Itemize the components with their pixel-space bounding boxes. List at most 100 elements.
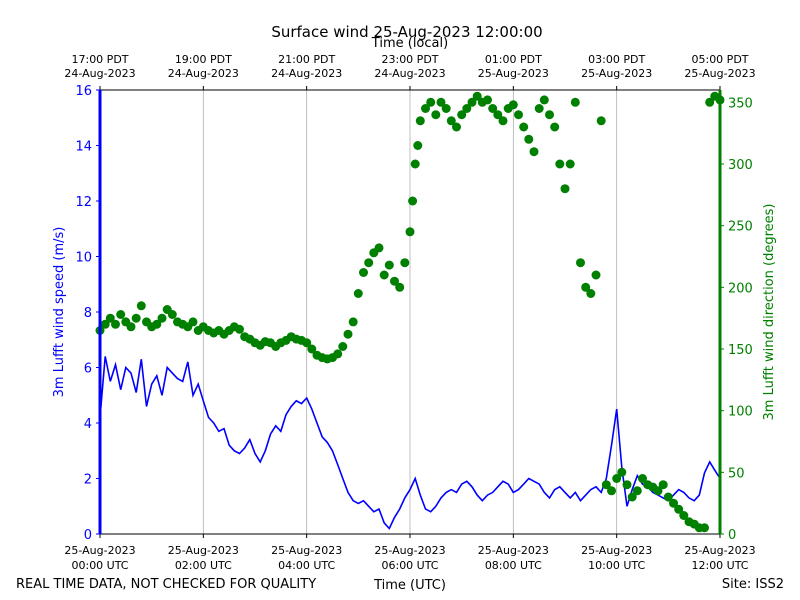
wind-direction-point <box>457 110 467 120</box>
top-tick-label: 24-Aug-2023 <box>374 67 445 80</box>
wind-direction-point <box>467 97 477 107</box>
top-tick-label: 24-Aug-2023 <box>64 67 135 80</box>
right-axis-label: 3m Lufft wind direction (degrees) <box>762 204 777 421</box>
wind-direction-point <box>627 492 637 502</box>
wind-direction-point <box>235 324 244 334</box>
bottom-tick-label: 25-Aug-2023 <box>64 544 135 557</box>
wind-direction-point <box>338 342 348 351</box>
top-tick-label: 23:00 PDT <box>381 53 438 66</box>
wind-direction-point <box>384 260 394 270</box>
chart-title: Surface wind 25-Aug-2023 12:00:00 <box>271 23 542 41</box>
left-tick-label: 12 <box>75 195 92 210</box>
wind-direction-point <box>663 492 673 502</box>
bottom-tick-label: 25-Aug-2023 <box>684 544 755 557</box>
wind-direction-point <box>570 97 580 107</box>
wind-direction-point <box>519 122 529 132</box>
left-axis-label: 3m Lufft wind speed (m/s) <box>52 227 67 398</box>
wind-direction-point <box>581 282 591 292</box>
wind-speed-line <box>99 356 721 530</box>
top-tick-label: 01:00 PDT <box>485 53 542 66</box>
wind-direction-point <box>364 258 374 268</box>
wind-direction-point <box>405 227 415 237</box>
wind-direction-point <box>550 122 560 132</box>
wind-direction-point <box>157 313 167 323</box>
wind-direction-point <box>390 276 399 286</box>
wind-direction-point <box>167 310 177 319</box>
left-tick-label: 6 <box>84 362 92 377</box>
wind-direction-point <box>116 310 126 319</box>
wind-direction-point <box>674 504 684 514</box>
wind-direction-point <box>632 486 642 496</box>
wind-direction-point <box>498 116 508 126</box>
bottom-tick-label: 25-Aug-2023 <box>581 544 652 557</box>
wind-direction-point <box>374 243 384 253</box>
top-tick-label: 03:00 PDT <box>588 53 645 66</box>
wind-direction-point <box>565 159 575 169</box>
wind-direction-point <box>555 159 565 169</box>
wind-direction-point <box>534 104 544 113</box>
wind-direction-point <box>348 317 358 327</box>
bottom-tick-label: 06:00 UTC <box>381 559 438 572</box>
wind-direction-point <box>514 110 523 120</box>
bottom-tick-label: 25-Aug-2023 <box>168 544 239 557</box>
wind-direction-point <box>359 268 368 277</box>
wind-direction-point <box>653 486 663 496</box>
grid-lines <box>202 90 618 534</box>
bottom-tick-label: 10:00 UTC <box>588 559 645 572</box>
bottom-axis-label: Time (UTC) <box>373 578 446 593</box>
wind-direction-point <box>302 338 312 348</box>
wind-direction-point <box>446 116 456 126</box>
wind-direction-point <box>436 97 446 107</box>
wind-direction-point <box>413 141 423 150</box>
wind-direction-point <box>152 319 162 329</box>
wind-direction-point <box>462 104 472 113</box>
wind-direction-point <box>658 480 668 490</box>
bottom-tick-label: 25-Aug-2023 <box>374 544 445 557</box>
site-label: Site: ISS2 <box>722 577 784 592</box>
wind-direction-point <box>400 258 410 268</box>
quality-disclaimer: REAL TIME DATA, NOT CHECKED FOR QUALITY <box>16 577 316 592</box>
left-tick-label: 14 <box>75 140 92 155</box>
wind-direction-point <box>410 159 420 169</box>
wind-direction-point <box>700 523 709 533</box>
wind-direction-point <box>617 467 627 477</box>
top-tick-label: 24-Aug-2023 <box>168 67 239 80</box>
wind-direction-point <box>524 134 534 144</box>
bottom-tick-label: 12:00 UTC <box>691 559 748 572</box>
wind-direction-point <box>126 322 136 332</box>
wind-direction-point <box>131 313 141 323</box>
wind-direction-point <box>452 122 461 132</box>
bottom-tick-label: 02:00 UTC <box>175 559 232 572</box>
wind-direction-point <box>638 474 647 483</box>
wind-direction-point <box>612 474 622 483</box>
wind-direction-point <box>560 184 570 194</box>
wind-direction-point <box>493 110 503 120</box>
top-tick-label: 24-Aug-2023 <box>271 67 342 80</box>
right-tick-label: 350 <box>728 96 753 111</box>
wind-direction-point <box>188 317 198 327</box>
left-tick-label: 10 <box>75 251 92 266</box>
top-tick-label: 25-Aug-2023 <box>684 67 755 80</box>
wind-direction-point <box>395 282 405 292</box>
wind-direction-point <box>431 110 441 120</box>
bottom-tick-label: 08:00 UTC <box>485 559 542 572</box>
wind-direction-point <box>586 289 596 298</box>
wind-direction-point <box>343 329 353 339</box>
wind-direction-point <box>136 301 146 311</box>
wind-direction-point <box>596 116 606 126</box>
wind-direction-point <box>622 480 632 490</box>
wind-direction-point <box>105 313 115 323</box>
wind-direction-point <box>607 486 616 496</box>
top-axis-label: Time (local) <box>371 36 448 51</box>
left-tick-label: 0 <box>84 528 92 543</box>
wind-direction-point <box>353 289 363 298</box>
top-tick-label: 25-Aug-2023 <box>478 67 549 80</box>
right-tick-label: 0 <box>728 528 736 543</box>
wind-direction-point <box>333 349 343 359</box>
right-tick-label: 100 <box>728 405 753 420</box>
top-tick-label: 05:00 PDT <box>691 53 748 66</box>
wind-direction-point <box>421 104 430 113</box>
wind-direction-point <box>539 95 549 105</box>
right-tick-label: 300 <box>728 158 753 173</box>
wind-direction-point <box>111 319 120 329</box>
